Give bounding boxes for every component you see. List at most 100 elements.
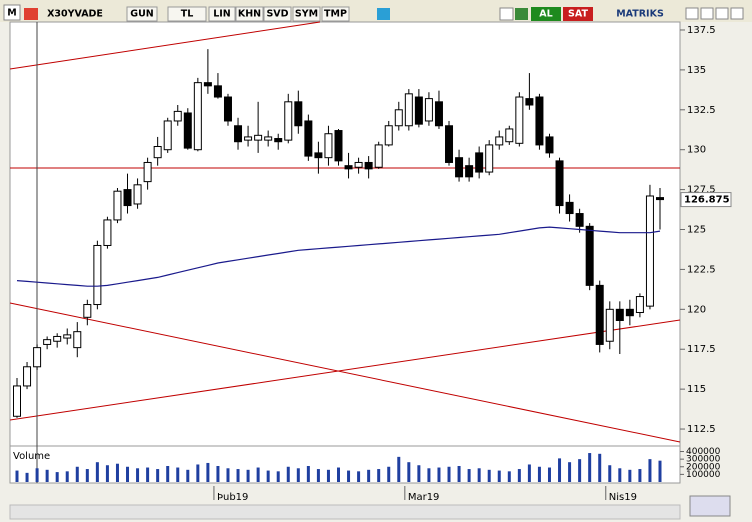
- volume-bar: [276, 471, 280, 482]
- candle-body: [183, 112, 192, 149]
- toolbar-button[interactable]: [321, 6, 350, 22]
- toolbar-button[interactable]: [126, 6, 158, 22]
- candle-body: [465, 165, 474, 178]
- buy-button[interactable]: [531, 7, 561, 21]
- volume-bar: [15, 470, 19, 482]
- volume-bar: [75, 466, 79, 482]
- candle-body: [53, 335, 62, 342]
- candle-body: [414, 96, 423, 125]
- volume-bar: [176, 467, 180, 482]
- y-tick-label: 125: [687, 225, 706, 236]
- candle-body: [334, 130, 343, 162]
- y-tick-label: 112.5: [687, 424, 716, 435]
- toolbar-button[interactable]: [235, 6, 264, 22]
- maximize[interactable]: [715, 7, 729, 20]
- volume-bar: [377, 469, 381, 482]
- volume-bar: [588, 453, 592, 482]
- toolbar-button-label[interactable]: LIN: [213, 9, 231, 20]
- close[interactable]: [730, 7, 744, 20]
- volume-bar: [598, 453, 602, 482]
- icon[interactable]: [515, 8, 528, 20]
- last-price: 126.875: [684, 195, 730, 206]
- volume-bar: [397, 456, 401, 482]
- candle-body: [163, 120, 172, 151]
- toolbar-button-label[interactable]: SYM: [295, 9, 318, 20]
- toolbar-button-label[interactable]: TL: [181, 9, 194, 20]
- volume-label: Volume: [13, 451, 50, 462]
- candle-body: [354, 161, 363, 168]
- volume-bar: [357, 471, 361, 482]
- candle-body: [63, 334, 72, 339]
- volume-bar: [648, 459, 652, 482]
- candle-body: [83, 304, 92, 318]
- volume-bar: [347, 470, 351, 482]
- volume-bar: [65, 471, 69, 482]
- volume-bar: [105, 465, 109, 482]
- y-tick-label: 120: [687, 304, 706, 315]
- volume-bar: [256, 467, 260, 482]
- buy-label[interactable]: AL: [539, 9, 552, 20]
- candle-body: [635, 296, 644, 314]
- volume-bar: [547, 467, 551, 482]
- volume-bar: [316, 469, 320, 482]
- volume-bar: [658, 460, 662, 482]
- toolbar-button-label[interactable]: KHN: [238, 9, 261, 20]
- volume-bar: [206, 462, 210, 482]
- toolbar-button-label[interactable]: SVD: [266, 9, 288, 20]
- toolbar-button-label[interactable]: GUN: [130, 9, 154, 20]
- volume-bar: [467, 469, 471, 482]
- icon[interactable]: [499, 7, 514, 21]
- candle-body: [656, 197, 664, 201]
- candle-body: [314, 152, 323, 159]
- toolbar-button-label[interactable]: TMP: [324, 9, 347, 20]
- candle-body: [33, 347, 42, 368]
- twitter-icon[interactable]: [377, 8, 390, 20]
- candle-body: [555, 160, 564, 207]
- restore[interactable]: [700, 7, 714, 20]
- volume-bar: [638, 469, 642, 482]
- sell-button[interactable]: [563, 7, 593, 21]
- candle-body: [404, 93, 413, 127]
- volume-bar: [527, 464, 531, 482]
- volume-bar: [568, 462, 572, 482]
- symbol[interactable]: X30YVADE: [47, 9, 103, 20]
- volume-bar: [286, 466, 290, 482]
- toolbar-button[interactable]: [292, 6, 321, 22]
- candle-body: [485, 144, 494, 173]
- volume-bar: [236, 469, 240, 482]
- candle-body: [364, 161, 373, 170]
- volume-bar: [216, 466, 220, 482]
- x-tick-label: Nis19: [609, 492, 637, 503]
- candle-body: [294, 101, 303, 127]
- volume-bar: [447, 466, 451, 482]
- candle-body: [525, 98, 534, 106]
- volume-bar: [306, 466, 310, 482]
- candle-body: [143, 161, 152, 183]
- toolbar-button[interactable]: [167, 6, 207, 22]
- scrollbar[interactable]: [9, 504, 681, 520]
- volume-bar: [156, 469, 160, 482]
- volume-bar: [126, 466, 130, 482]
- close-icon[interactable]: [24, 8, 38, 20]
- candle-body: [645, 195, 654, 307]
- candle-body: [23, 366, 32, 387]
- candle-body: [545, 136, 554, 154]
- minimize[interactable]: [685, 7, 699, 20]
- volume-bar: [457, 466, 461, 482]
- toolbar-button[interactable]: [208, 6, 236, 22]
- volume-bar: [437, 467, 441, 482]
- candle-body: [113, 190, 122, 221]
- volume-bar: [326, 469, 330, 482]
- volume-bar: [266, 470, 270, 482]
- candle-body: [103, 219, 112, 246]
- sell-label[interactable]: SAT: [568, 9, 588, 20]
- zoom-control[interactable]: [689, 495, 731, 517]
- toolbar-button[interactable]: [263, 6, 292, 22]
- volume-tick-label: 100000: [686, 470, 721, 480]
- volume-bar: [618, 468, 622, 482]
- last-price-box: [680, 192, 732, 208]
- volume-bar: [628, 469, 632, 482]
- candle-body: [153, 146, 162, 159]
- candle-body: [73, 331, 82, 349]
